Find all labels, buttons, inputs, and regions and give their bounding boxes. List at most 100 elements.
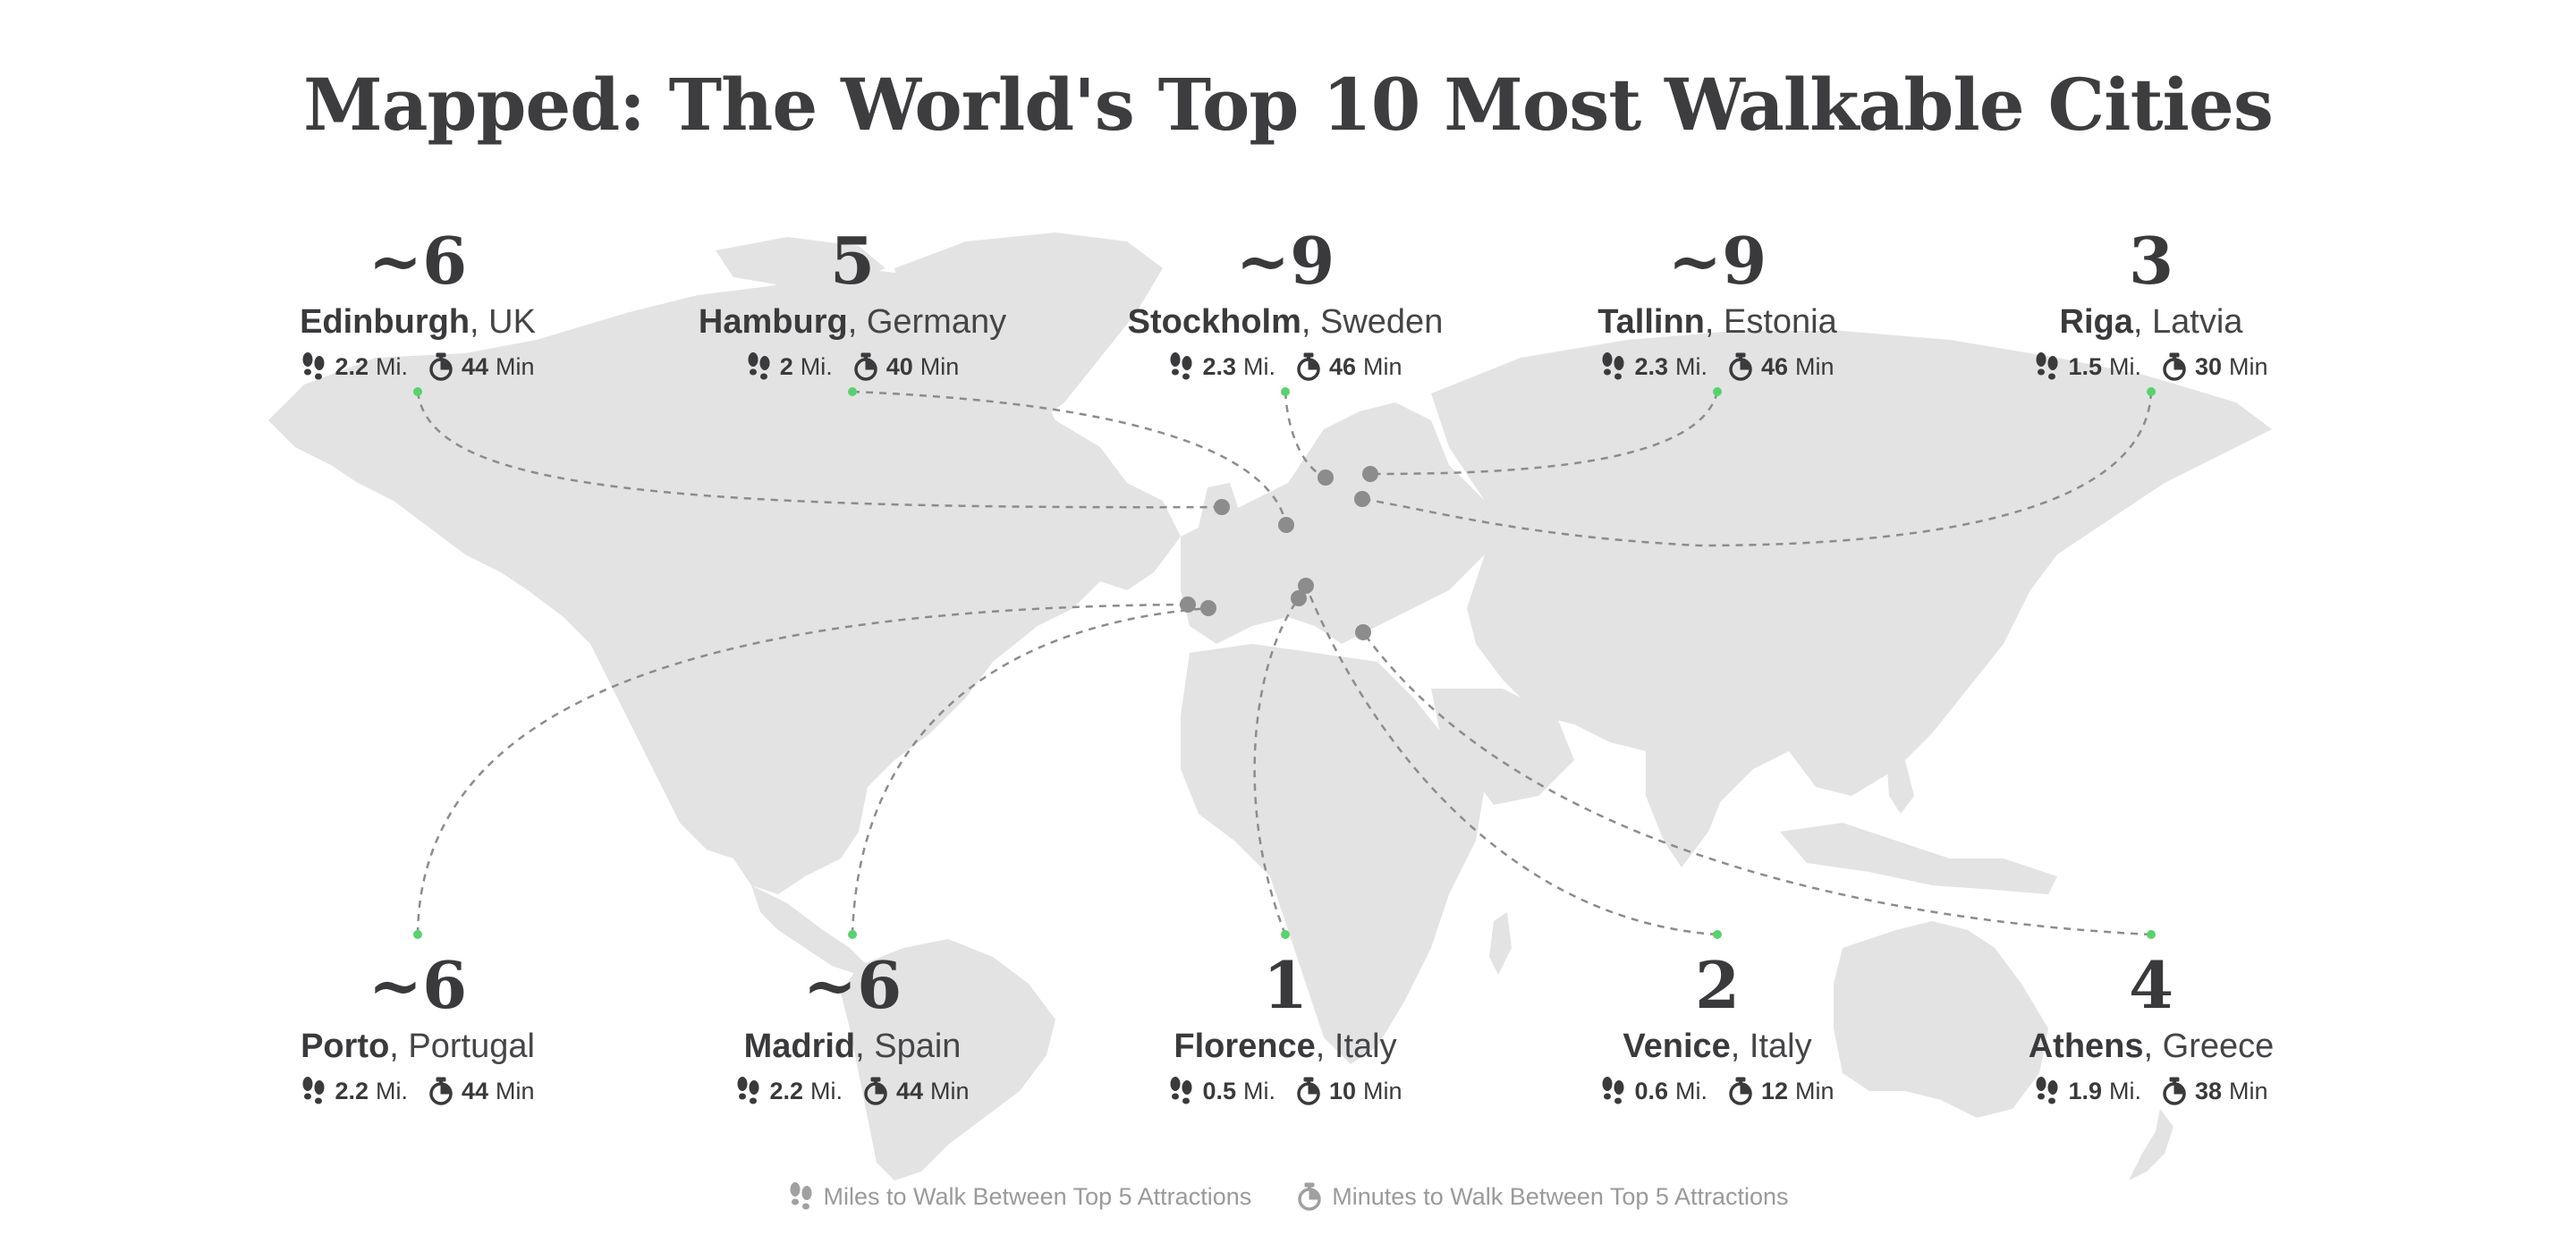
marker-hamburg (848, 387, 857, 396)
time-stat: 46 Min (1295, 349, 1402, 385)
marker-madrid (848, 930, 857, 939)
footprints-icon (1600, 352, 1627, 381)
australia-landmass (1834, 921, 2048, 1118)
time-stat: 38 Min (2161, 1073, 2268, 1109)
arabia-landmass (1431, 689, 1574, 805)
time-stat: 30 Min (2161, 349, 2268, 385)
japan-landmass (1972, 554, 2012, 662)
dot-florence (1291, 590, 1307, 606)
dot-edinburgh (1214, 499, 1230, 515)
city-name: Florence, Italy (1174, 1028, 1397, 1065)
time-stat: 44 Min (862, 1073, 970, 1109)
city-name: Stockholm, Sweden (1127, 303, 1444, 341)
stopwatch-icon (1296, 1182, 1323, 1211)
city-card-venice: 2 Venice, Italy 0.6 Mi. 12 Min (1521, 950, 1914, 1109)
time-stat: 44 Min (428, 349, 535, 385)
legend-time: Minutes to Walk Between Top 5 Attraction… (1296, 1182, 1789, 1211)
connector-madrid (851, 606, 1209, 935)
footprints-icon (301, 352, 327, 381)
footprints-icon (788, 1182, 815, 1211)
city-name: Venice, Italy (1623, 1028, 1812, 1065)
distance-stat: 0.5 Mi. (1168, 1073, 1275, 1109)
city-name: Madrid, Spain (743, 1028, 962, 1065)
connector-porto (416, 603, 1189, 935)
city-name: Athens, Greece (2028, 1028, 2275, 1065)
dot-venice (1298, 578, 1314, 594)
arctic-islands-landmass (716, 237, 886, 286)
footprints-icon (1168, 1077, 1195, 1105)
connector-edinburgh (416, 391, 1223, 509)
dot-stockholm (1318, 470, 1334, 486)
city-name: Porto, Portugal (301, 1028, 535, 1065)
dot-riga (1354, 491, 1370, 507)
stopwatch-icon (852, 352, 879, 381)
marker-porto (413, 930, 422, 939)
south-america-landmass (841, 939, 1055, 1180)
central-america-landmass (751, 885, 868, 975)
connector-florence (1253, 597, 1301, 935)
stopwatch-icon (2161, 352, 2188, 381)
distance-stat: 2.2 Mi. (301, 1073, 408, 1109)
connector-athens (1361, 631, 2152, 936)
distance-stat: 2.3 Mi. (1168, 349, 1275, 385)
city-card-florence: 1 Florence, Italy 0.5 Mi. 10 Min (1089, 950, 1482, 1109)
city-dots (1180, 466, 1378, 640)
rank: ~6 (802, 947, 902, 1023)
city-card-madrid: ~6 Madrid, Spain 2.2 Mi. 44 Min (656, 950, 1049, 1109)
city-name: Hamburg, Germany (698, 303, 1007, 341)
new-zealand-landmass (2129, 1109, 2174, 1180)
marker-tallinn (1713, 387, 1722, 396)
time-stat: 46 Min (1727, 349, 1835, 385)
dot-hamburg (1278, 517, 1294, 533)
dot-tallinn (1362, 466, 1378, 482)
africa-landmass (1181, 644, 1485, 1064)
rank: ~9 (1667, 223, 1767, 299)
distance-stat: 2.2 Mi. (735, 1073, 843, 1109)
rank: 5 (829, 223, 876, 299)
city-card-athens: 4 Athens, Greece 1.9 Mi. 38 Min (1954, 950, 2348, 1109)
rank: 2 (1694, 947, 1741, 1023)
rank: 3 (2128, 223, 2174, 299)
greenland-landmass (894, 233, 1163, 429)
city-name: Riga, Latvia (2059, 303, 2243, 341)
stopwatch-icon (428, 1077, 454, 1105)
stats: 2.2 Mi. 44 Min (221, 1073, 614, 1109)
rank: ~9 (1235, 223, 1335, 299)
city-card-edinburgh: ~6 Edinburgh, UK 2.2 Mi. 44 Min (221, 225, 614, 385)
rank: 1 (1262, 947, 1309, 1023)
marker-stockholm (1281, 387, 1290, 396)
footprints-icon (301, 1077, 327, 1105)
philippines-landmass (1887, 760, 1914, 814)
madagascar-landmass (1489, 912, 1512, 975)
stopwatch-icon (862, 1077, 889, 1105)
stopwatch-icon (1727, 1077, 1754, 1105)
distance-stat: 1.9 Mi. (2034, 1073, 2141, 1109)
time-stat: 12 Min (1727, 1073, 1835, 1109)
stats: 2 Mi. 40 Min (656, 349, 1049, 385)
north-america-landmass (268, 268, 1181, 894)
marker-edinburgh (413, 387, 422, 396)
dot-athens (1355, 624, 1371, 640)
stats: 2.2 Mi. 44 Min (221, 349, 614, 385)
footprints-icon (1168, 352, 1195, 381)
legend: Miles to Walk Between Top 5 Attractions … (0, 1182, 2576, 1211)
rank: 4 (2128, 947, 2174, 1023)
time-stat: 10 Min (1295, 1073, 1402, 1109)
distance-stat: 2.2 Mi. (301, 349, 408, 385)
city-card-porto: ~6 Porto, Portugal 2.2 Mi. 44 Min (221, 950, 614, 1109)
marker-florence (1281, 930, 1290, 939)
distance-stat: 1.5 Mi. (2034, 349, 2141, 385)
footprints-icon (2034, 352, 2061, 381)
indonesia-landmass (1780, 823, 2057, 894)
connector-venice (1304, 585, 1718, 936)
legend-distance: Miles to Walk Between Top 5 Attractions (788, 1182, 1251, 1211)
connector-lines (416, 390, 2153, 936)
city-card-tallinn: ~9 Tallinn, Estonia 2.3 Mi. 46 Min (1521, 225, 1914, 385)
stopwatch-icon (1727, 352, 1754, 381)
stats: 2.2 Mi. 44 Min (656, 1073, 1049, 1109)
rank: ~6 (368, 223, 468, 299)
marker-athens (2147, 930, 2156, 939)
stats: 1.9 Mi. 38 Min (1954, 1073, 2348, 1109)
stats: 0.5 Mi. 10 Min (1089, 1073, 1482, 1109)
